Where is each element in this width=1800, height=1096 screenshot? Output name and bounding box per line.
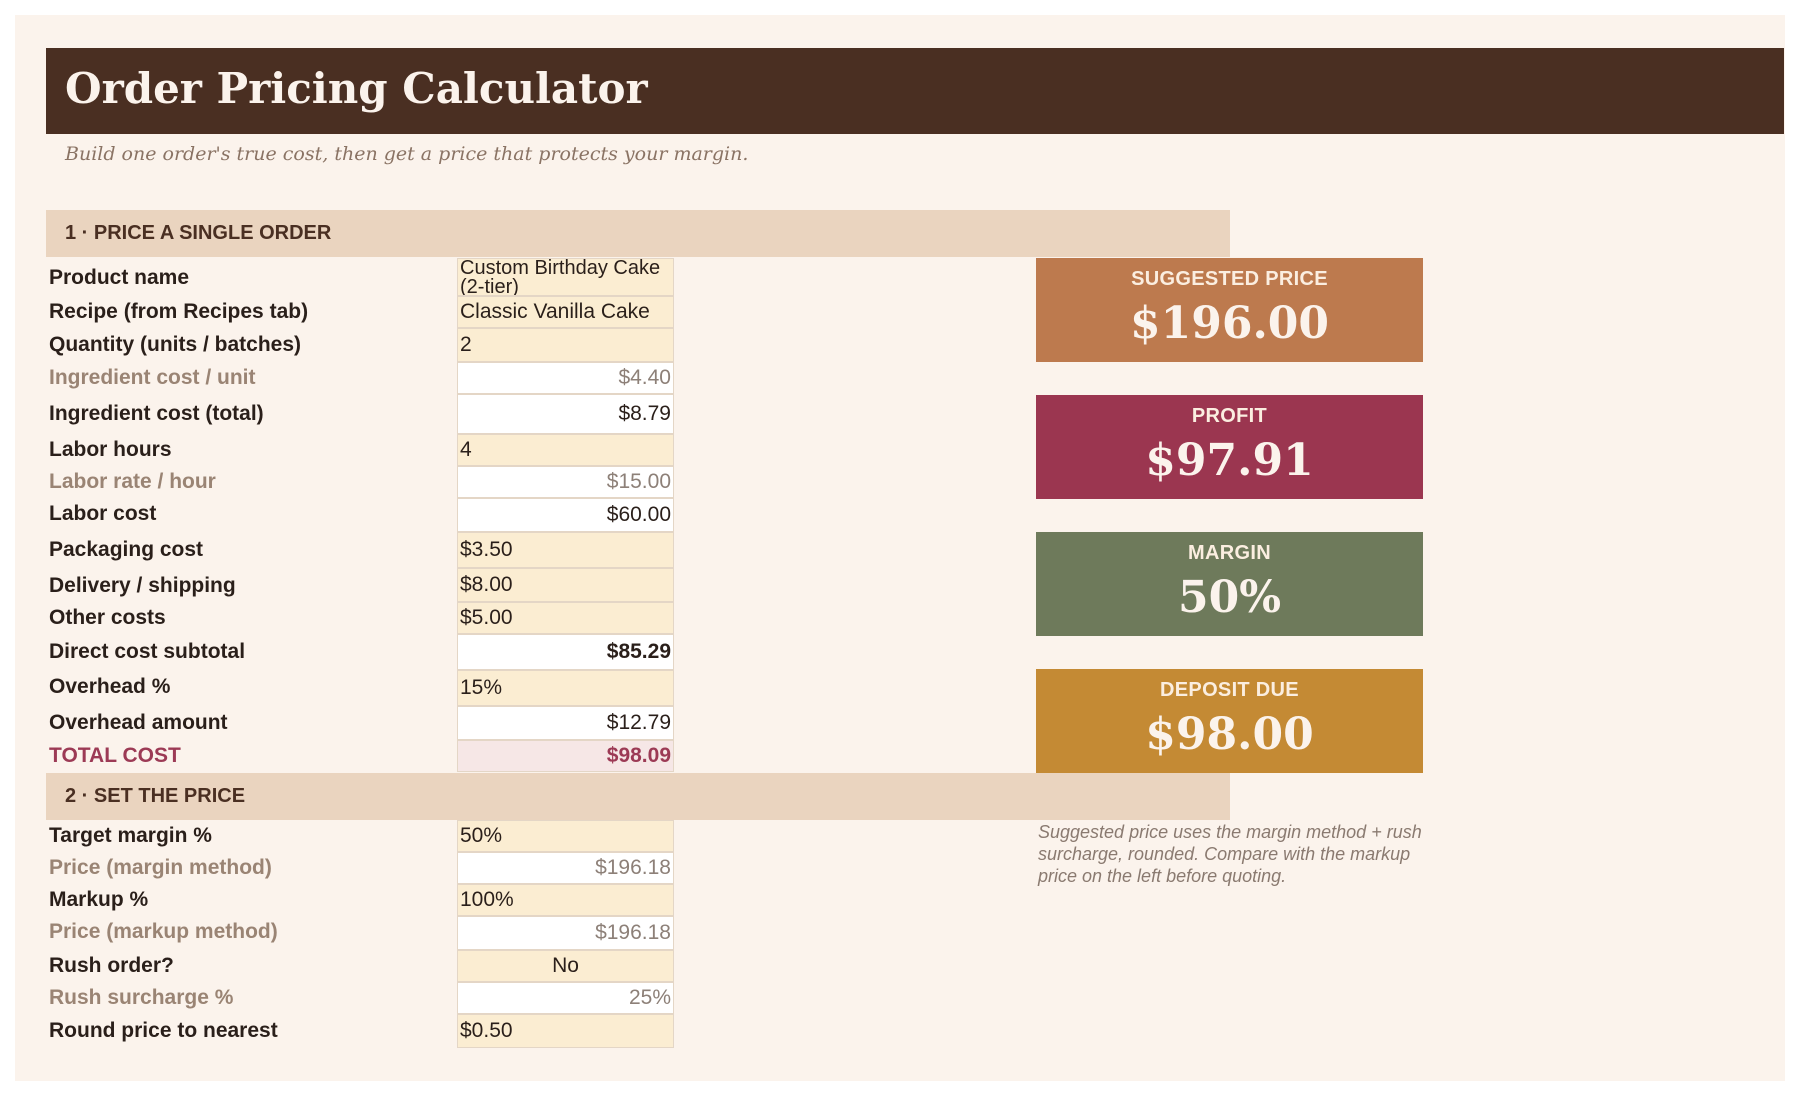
field-label: Labor cost — [49, 502, 157, 525]
delivery-shipping-input[interactable]: $8.00 — [457, 568, 674, 602]
title-bar: Order Pricing Calculator — [46, 48, 1784, 134]
margin-card: MARGIN 50% — [1036, 532, 1423, 636]
field-label: Rush surcharge % — [49, 986, 234, 1009]
field-label: Direct cost subtotal — [49, 640, 246, 663]
field-label: Target margin % — [49, 824, 212, 847]
round-price-input[interactable]: $0.50 — [457, 1014, 674, 1048]
field-label: Ingredient cost / unit — [49, 366, 256, 389]
overhead-percent-input[interactable]: 15% — [457, 670, 674, 706]
deposit-due-value: $98.00 — [1145, 709, 1314, 760]
labor-hours-input[interactable]: 4 — [457, 434, 674, 466]
card-label: MARGIN — [1188, 542, 1271, 564]
field-label: Ingredient cost (total) — [49, 402, 264, 425]
product-name-input[interactable]: Custom Birthday Cake (2-tier) — [457, 258, 674, 296]
field-label: Other costs — [49, 606, 166, 629]
field-label: Markup % — [49, 888, 149, 911]
quantity-input[interactable]: 2 — [457, 328, 674, 362]
card-label: PROFIT — [1191, 405, 1268, 427]
profit-value: $97.91 — [1145, 435, 1314, 486]
ingredient-cost-unit-value: $4.40 — [457, 362, 674, 394]
rush-order-dropdown[interactable]: No — [457, 950, 674, 982]
margin-value: 50% — [1177, 572, 1282, 623]
total-cost-value: $98.09 — [457, 740, 674, 772]
field-label: Round price to nearest — [49, 1019, 278, 1042]
field-label: Overhead % — [49, 675, 171, 698]
section-title: 2 · SET THE PRICE — [65, 785, 246, 807]
field-label: Overhead amount — [49, 711, 228, 734]
field-label: Price (markup method) — [49, 920, 278, 943]
labor-cost-value: $60.00 — [457, 498, 674, 532]
price-markup-method-value: $196.18 — [457, 916, 674, 950]
field-label: Labor rate / hour — [49, 470, 216, 493]
field-label: Delivery / shipping — [49, 574, 236, 597]
labor-rate-value: $15.00 — [457, 466, 674, 498]
page-title: Order Pricing Calculator — [65, 64, 648, 113]
suggested-price-card: SUGGESTED PRICE $196.00 — [1036, 258, 1423, 362]
deposit-due-card: DEPOSIT DUE $98.00 — [1036, 669, 1423, 773]
overhead-amount-value: $12.79 — [457, 706, 674, 740]
field-label: Rush order? — [49, 954, 174, 977]
field-label: Price (margin method) — [49, 856, 272, 879]
target-margin-input[interactable]: 50% — [457, 820, 674, 852]
packaging-cost-input[interactable]: $3.50 — [457, 532, 674, 568]
section-header-set-the-price: 2 · SET THE PRICE — [46, 773, 1230, 820]
field-label: Labor hours — [49, 438, 172, 461]
worksheet-canvas — [15, 15, 1785, 1081]
card-label: DEPOSIT DUE — [1160, 679, 1299, 701]
card-label: SUGGESTED PRICE — [1131, 268, 1328, 290]
profit-card: PROFIT $97.91 — [1036, 395, 1423, 499]
recipe-input[interactable]: Classic Vanilla Cake — [457, 296, 674, 328]
suggested-price-value: $196.00 — [1129, 298, 1329, 349]
ingredient-cost-total-value: $8.79 — [457, 394, 674, 434]
section-header-price-single-order: 1 · PRICE A SINGLE ORDER — [46, 210, 1230, 257]
pricing-note: Suggested price uses the margin method +… — [1038, 822, 1422, 886]
field-label: Recipe (from Recipes tab) — [49, 300, 309, 323]
page-subtitle: Build one order's true cost, then get a … — [65, 143, 749, 165]
other-costs-input[interactable]: $5.00 — [457, 602, 674, 634]
field-label: Product name — [49, 266, 190, 289]
rush-surcharge-value: 25% — [457, 982, 674, 1014]
section-title: 1 · PRICE A SINGLE ORDER — [65, 222, 332, 244]
direct-cost-subtotal-value: $85.29 — [457, 634, 674, 670]
field-label: Quantity (units / batches) — [49, 333, 302, 356]
markup-percent-input[interactable]: 100% — [457, 884, 674, 916]
field-label: Packaging cost — [49, 538, 204, 561]
field-label: TOTAL COST — [49, 744, 181, 767]
price-margin-method-value: $196.18 — [457, 852, 674, 884]
